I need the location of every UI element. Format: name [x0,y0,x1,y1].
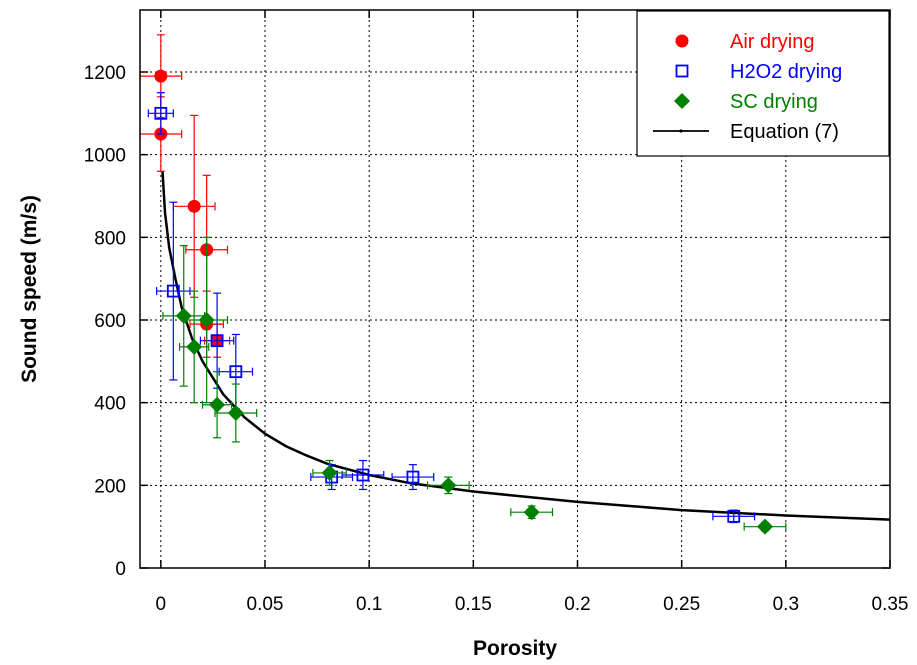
air-drying-marker [154,69,168,83]
legend-label-h2o2-drying: H2O2 drying [730,61,842,83]
h2o2-drying-point [391,464,435,491]
y-tick-label: 200 [94,476,126,497]
h2o2-drying-marker [229,365,243,379]
sc-drying-point [201,371,233,439]
sc-drying-marker [209,396,226,413]
sc-drying-point [178,290,210,404]
x-tick-label: 0.05 [247,594,284,615]
h2o2-drying-marker [727,509,741,523]
legend-swatch-sc-drying [674,93,690,109]
x-tick-label: 0.15 [455,594,492,615]
h2o2-drying-marker [154,106,168,120]
x-tick-label: 0.3 [773,594,799,615]
h2o2-drying-point [712,509,756,524]
y-tick-label: 400 [94,394,126,415]
x-tick-label: 0 [156,594,167,615]
legend: Air drying H2O2 drying SC drying Equation (… [636,10,890,157]
axis-ticks: 0 0.05 0.1 0.15 0.2 0.25 0.3 0.35 0 200 400 600 800 1… [84,10,909,615]
sc-drying-point [426,476,470,495]
y-tick-label: 600 [94,311,126,332]
sc-drying-point [743,518,787,535]
sc-drying-marker [198,312,215,328]
h2o2-drying-point [156,201,191,381]
air-drying-marker [187,199,201,213]
plot-frame [139,9,891,569]
sc-drying-point [185,236,229,404]
h2o2-drying-point [341,459,385,491]
legend-swatch-h2o2-drying [675,64,689,78]
x-tick-label: 0.1 [356,594,382,615]
h2o2-drying-marker [210,334,224,348]
sc-drying-point [312,459,347,486]
y-axis-title: Sound speed (m/s) [18,195,41,383]
sc-drying-marker [757,518,773,535]
x-tick-label: 0.35 [872,594,909,615]
y-tick-label: 1200 [84,63,126,84]
y-tick-label: 0 [115,559,126,580]
legend-swatch-dot-equation-7- [679,129,683,133]
equation-7-curve [161,171,891,521]
sc-drying-marker [227,405,244,421]
h2o2-drying-marker [166,284,180,298]
y-tick-label: 800 [94,228,126,249]
sc-drying-point [510,504,554,521]
sc-drying-marker [186,338,203,355]
x-axis-title: Porosity [473,637,557,660]
y-tick-label: 1000 [84,146,126,167]
x-tick-label: 0.2 [564,594,590,615]
equation-curve-layer [161,171,891,521]
sc-drying-point [214,383,258,443]
h2o2-drying-point [147,92,174,135]
data-points-layer [139,34,787,535]
legend-label-equation-7-: Equation (7) [730,121,839,143]
legend-label-sc-drying: SC drying [730,91,818,113]
sc-drying-marker [523,504,540,521]
legend-swatch-air-drying [675,34,689,48]
sc-drying-marker [440,477,457,494]
legend-label-air-drying: Air drying [730,31,814,53]
h2o2-drying-marker [356,468,370,482]
sc-drying-marker [321,464,338,481]
x-tick-label: 0.25 [663,594,700,615]
h2o2-drying-marker [406,470,420,484]
